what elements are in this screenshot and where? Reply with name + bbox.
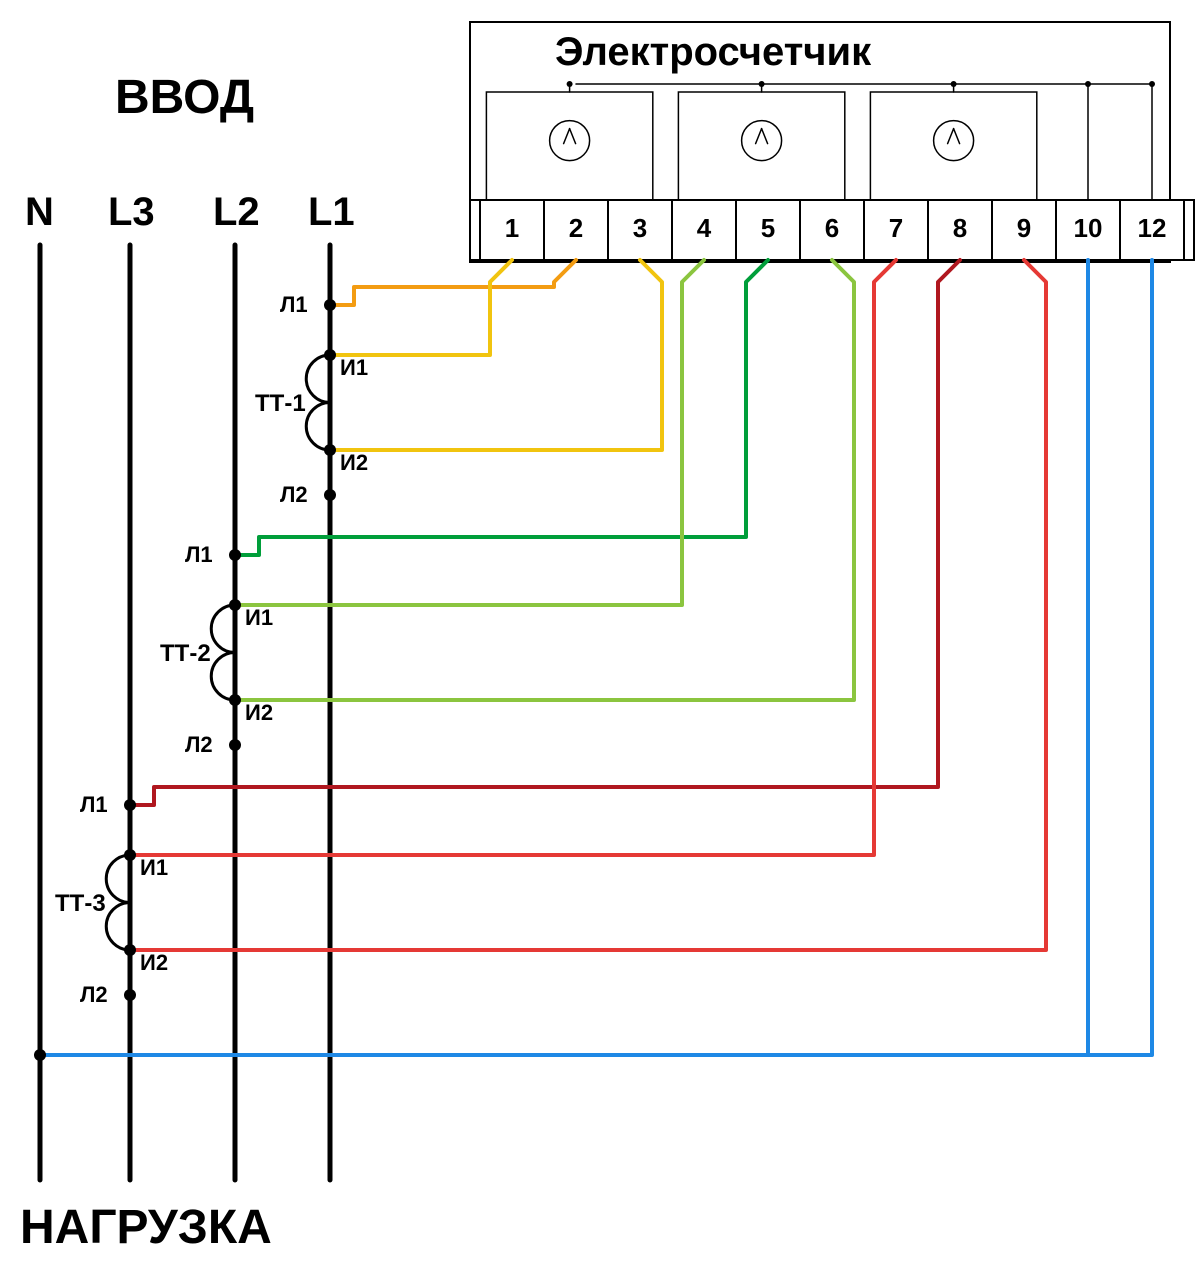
svg-text:8: 8 [953, 213, 967, 243]
tt2-nm: ТТ-2 [160, 640, 211, 668]
title-input: ВВОД [115, 70, 254, 125]
label-N: N [25, 190, 54, 235]
svg-text:12: 12 [1138, 213, 1167, 243]
svg-text:4: 4 [697, 213, 712, 243]
tt3-I2: И2 [140, 950, 168, 976]
tt1-nm: ТТ-1 [255, 390, 306, 418]
svg-text:9: 9 [1017, 213, 1031, 243]
tt1-I2: И2 [340, 450, 368, 476]
tt1-I1: И1 [340, 355, 368, 381]
tt3-L1: Л1 [80, 792, 108, 818]
svg-text:10: 10 [1074, 213, 1103, 243]
svg-text:1: 1 [505, 213, 519, 243]
tt2-I2: И2 [245, 700, 273, 726]
svg-text:5: 5 [761, 213, 775, 243]
title-load: НАГРУЗКА [20, 1200, 272, 1255]
svg-text:3: 3 [633, 213, 647, 243]
svg-text:7: 7 [889, 213, 903, 243]
tt3-nm: ТТ-3 [55, 890, 106, 918]
tt3-I1: И1 [140, 855, 168, 881]
meter-title: Электросчетчик [555, 30, 871, 75]
svg-text:2: 2 [569, 213, 583, 243]
tt2-I1: И1 [245, 605, 273, 631]
tt3-L2: Л2 [80, 982, 108, 1008]
label-L2: L2 [213, 190, 260, 235]
tt1-L1: Л1 [280, 292, 308, 318]
label-L3: L3 [108, 190, 155, 235]
label-L1: L1 [308, 190, 355, 235]
tt2-L2: Л2 [185, 732, 213, 758]
svg-text:6: 6 [825, 213, 839, 243]
tt2-L1: Л1 [185, 542, 213, 568]
tt1-L2: Л2 [280, 482, 308, 508]
